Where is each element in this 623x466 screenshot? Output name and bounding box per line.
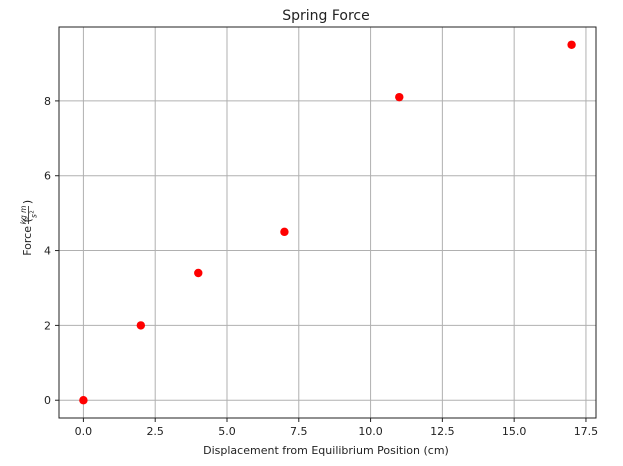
x-tick-label: 5.0	[218, 425, 236, 438]
y-tick-label: 4	[44, 245, 51, 258]
chart-title: Spring Force	[282, 8, 370, 24]
y-axis-label-prefix: Force (	[21, 218, 34, 256]
data-points	[79, 40, 576, 405]
x-tick-label: 0.0	[75, 425, 93, 438]
y-axis-label-exponent: 2	[30, 210, 36, 214]
plot-frame	[58, 26, 597, 419]
x-tick-label: 10.0	[358, 425, 383, 438]
data-point	[194, 268, 203, 278]
y-axis-label-denominator: s	[30, 214, 39, 218]
x-tick-label: 12.5	[430, 425, 455, 438]
data-point	[567, 40, 576, 49]
grid	[59, 27, 596, 418]
y-axis-label: Force ( kg m s2)	[19, 200, 39, 256]
x-axis-label: Displacement from Equilibrium Position (…	[203, 444, 449, 457]
y-axis-label-numerator: kg m	[19, 206, 28, 225]
y-tick-label: 8	[44, 95, 51, 108]
y-tick-label: 2	[44, 319, 51, 332]
y-tick-label: 6	[44, 170, 51, 183]
x-tick-label: 7.5	[290, 425, 308, 438]
x-tick-label: 15.0	[502, 425, 527, 438]
data-point	[79, 396, 88, 405]
svg-text:Force (: Force (	[21, 218, 34, 256]
data-point	[395, 92, 404, 102]
data-point	[136, 321, 146, 330]
axis-ticks: 0.0 2.5 5.0 7.5 10.0 12.5 15.0 17.5 0 2 4 6 8	[44, 95, 598, 438]
data-point	[280, 227, 289, 237]
x-tick-label: 17.5	[574, 425, 599, 438]
y-tick-label: 0	[44, 394, 51, 407]
x-tick-label: 2.5	[146, 425, 164, 438]
y-axis-label-suffix: )	[21, 200, 34, 204]
